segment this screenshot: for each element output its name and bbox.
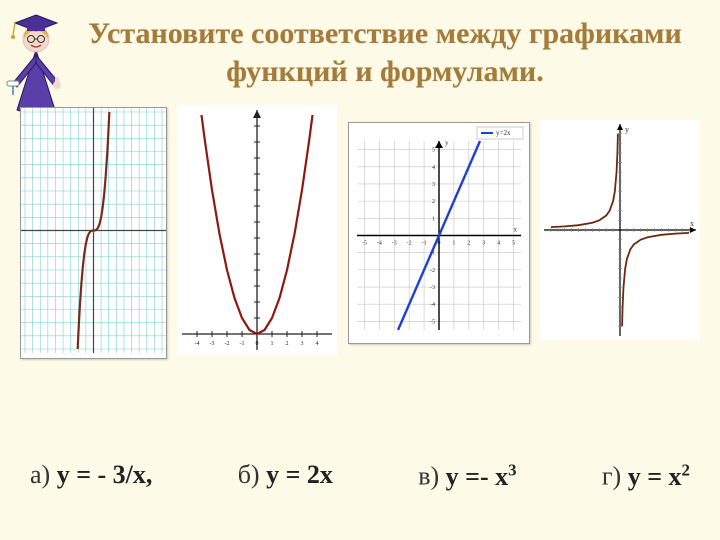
- chart-3-linear: -5-4-3-2-1012345-5-4-3-2-112345yxy=2x: [348, 122, 530, 344]
- svg-text:y: y: [625, 125, 629, 134]
- svg-text:-2: -2: [406, 240, 411, 246]
- svg-text:-1: -1: [421, 240, 426, 246]
- svg-text:2: 2: [432, 199, 435, 205]
- svg-text:5: 5: [432, 147, 435, 153]
- svg-text:-4: -4: [377, 240, 382, 246]
- title-line-1: Установите соответствие между графиками: [88, 17, 681, 50]
- chart-2-parabola: -4 -3 -2 -1 0 1 2 3 4: [177, 105, 337, 360]
- svg-text:5: 5: [512, 240, 515, 246]
- svg-text:-2: -2: [430, 267, 435, 273]
- svg-text:1: 1: [452, 240, 455, 246]
- svg-text:-1: -1: [240, 341, 245, 347]
- answer-b: б) y = 2x: [238, 460, 333, 492]
- svg-text:-3: -3: [210, 341, 215, 347]
- answer-g-label: г): [602, 462, 621, 491]
- svg-text:-3: -3: [391, 240, 396, 246]
- svg-text:2: 2: [467, 240, 470, 246]
- svg-text:1: 1: [271, 341, 274, 347]
- svg-text:3: 3: [301, 341, 304, 347]
- mascot-image: [5, 5, 67, 120]
- chart-4-hyperbola: yx: [540, 120, 700, 345]
- answer-g: г) y = x2: [602, 460, 690, 492]
- svg-text:3: 3: [432, 181, 435, 187]
- svg-text:-2: -2: [225, 341, 230, 347]
- svg-text:0: 0: [256, 341, 259, 347]
- answer-b-label: б): [238, 460, 260, 489]
- answer-b-formula: y = 2x: [266, 460, 333, 489]
- svg-text:2: 2: [286, 341, 289, 347]
- svg-text:0: 0: [437, 240, 440, 246]
- svg-text:y: y: [445, 139, 449, 147]
- answer-a-formula: y = - 3/x,: [57, 460, 153, 489]
- chart-1-cubic: [20, 107, 167, 359]
- svg-text:-3: -3: [430, 285, 435, 291]
- charts-row: -4 -3 -2 -1 0 1 2 3 4 -5 -4 -3 -2 -1 0 1 2 3 4 5 -5 -4 -3 -2 -1…: [20, 105, 700, 360]
- svg-text:4: 4: [497, 240, 500, 246]
- answer-a-label: а): [30, 460, 50, 489]
- answers-row: а) y = - 3/x, б) y = 2x в) y =- x3 г) y …: [30, 460, 690, 492]
- answer-g-formula: y = x2: [628, 462, 690, 491]
- svg-text:4: 4: [316, 341, 319, 347]
- svg-text:y=2x: y=2x: [496, 129, 511, 137]
- svg-text:-4: -4: [195, 341, 200, 347]
- svg-text:-5: -5: [362, 240, 367, 246]
- svg-text:4: 4: [432, 164, 435, 170]
- title-line-2: функций и формулами.: [226, 55, 543, 88]
- answer-a: а) y = - 3/x,: [30, 460, 152, 492]
- answer-v-label: в): [418, 462, 439, 491]
- svg-text:3: 3: [482, 240, 485, 246]
- svg-text:x: x: [690, 219, 694, 228]
- svg-text:-5: -5: [430, 319, 435, 325]
- slide-title: Установите соответствие между графиками …: [70, 15, 700, 90]
- svg-text:-4: -4: [430, 302, 435, 308]
- answer-v: в) y =- x3: [418, 460, 516, 492]
- answer-v-formula: y =- x3: [446, 462, 517, 491]
- svg-text:1: 1: [432, 216, 435, 222]
- svg-text:x: x: [513, 225, 517, 233]
